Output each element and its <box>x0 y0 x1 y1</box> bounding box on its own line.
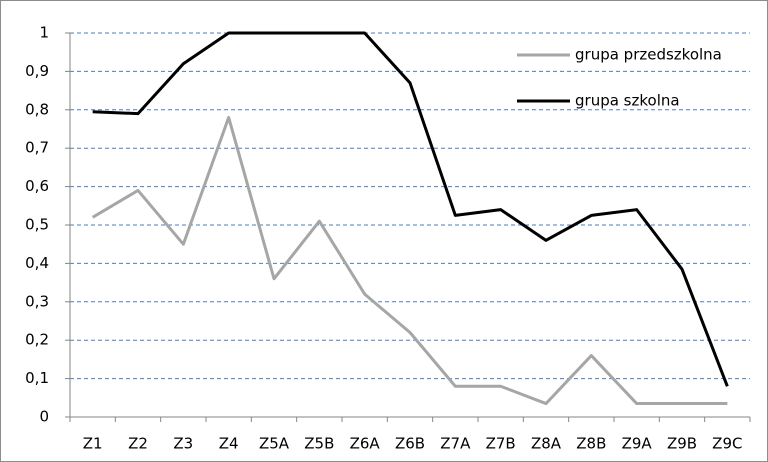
y-tick-label: 0,8 <box>25 100 49 118</box>
series-line <box>91 115 728 406</box>
legend-label: grupa przedszkolna <box>575 46 722 64</box>
series-line <box>92 31 729 387</box>
x-tick-label: Z1 <box>83 435 103 453</box>
x-tick-label: Z6B <box>395 435 425 453</box>
x-tick-label: Z8B <box>576 435 606 453</box>
x-tick-label: Z7B <box>486 435 516 453</box>
x-tick-label: Z8A <box>531 435 562 453</box>
x-tick-label: Z7A <box>440 435 471 453</box>
x-tick-label: Z5B <box>304 435 334 453</box>
x-tick-label: Z9C <box>712 435 742 453</box>
legend-label: grupa szkolna <box>575 92 680 110</box>
x-tick-label: Z3 <box>173 435 193 453</box>
y-tick-label: 0,4 <box>25 254 49 272</box>
y-tick-label: 0,7 <box>25 139 49 157</box>
y-tick-label: 0,5 <box>25 216 49 234</box>
y-tick-label: 0,2 <box>25 331 49 349</box>
y-tick-label: 0,9 <box>25 62 49 80</box>
x-tick-label: Z9A <box>622 435 653 453</box>
x-tick-label: Z2 <box>128 435 148 453</box>
x-tick-label: Z6A <box>350 435 381 453</box>
y-tick-label: 0,3 <box>25 292 49 310</box>
y-tick-label: 0,1 <box>25 369 49 387</box>
y-tick-label: 1 <box>39 24 49 42</box>
x-tick-label: Z9B <box>667 435 697 453</box>
x-tick-label: Z4 <box>219 435 239 453</box>
x-tick-label: Z5A <box>259 435 290 453</box>
y-tick-label: 0 <box>39 408 49 426</box>
y-tick-label: 0,6 <box>25 177 49 195</box>
